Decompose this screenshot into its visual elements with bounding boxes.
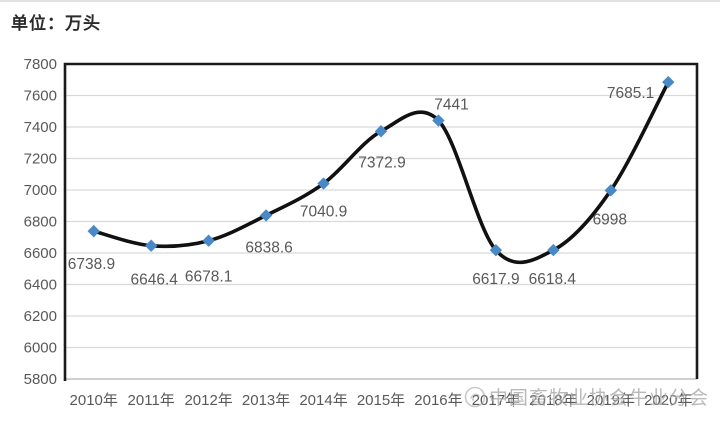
data-point-marker: [374, 125, 388, 138]
y-axis-tick-label: 7200: [24, 151, 57, 168]
data-point-marker: [432, 114, 445, 127]
data-label: 6617.9: [472, 271, 519, 288]
data-point-marker: [259, 209, 273, 222]
series-line: [91, 80, 671, 265]
data-point-marker: [144, 239, 158, 252]
data-label: 6646.4: [130, 272, 178, 289]
data-point-marker: [202, 234, 215, 247]
x-axis-tick-label: 2015年: [357, 392, 405, 409]
data-label: 6998: [593, 211, 627, 228]
data-label: 7441: [434, 97, 468, 114]
x-axis-tick-label: 2013年: [242, 392, 290, 409]
data-point-marker: [662, 75, 675, 89]
x-axis-tick-label: 2010年: [70, 392, 118, 409]
data-point-marker: [604, 184, 618, 197]
x-axis-tick-label: 2020年: [644, 392, 692, 409]
y-axis-tick-label: 5800: [24, 371, 57, 388]
data-label: 6738.9: [68, 256, 115, 273]
unit-label: 单位：万头: [11, 14, 101, 34]
y-axis-tick-label: 7600: [24, 88, 57, 105]
data-point-marker: [87, 224, 100, 238]
x-axis-tick-label: 2019年: [587, 392, 635, 409]
plot-border: [63, 62, 699, 381]
data-label: 7372.9: [358, 154, 405, 171]
y-axis-tick-label: 6600: [24, 245, 57, 262]
x-axis-tick-label: 2018年: [529, 392, 577, 409]
x-axis-tick-label: 2012年: [184, 392, 232, 409]
y-axis-tick-label: 7400: [24, 119, 57, 136]
x-axis-tick-label: 2017年: [472, 392, 520, 409]
x-axis-tick-label: 2011年: [128, 392, 175, 409]
y-axis-tick-label: 6000: [24, 340, 57, 357]
y-axis-tick-label: 6400: [24, 277, 57, 294]
y-axis-tick-label: 6200: [24, 308, 57, 325]
data-label: 7685.1: [607, 85, 654, 102]
x-axis-tick-label: 2016年: [414, 392, 462, 409]
data-label: 7040.9: [300, 204, 347, 221]
x-axis-tick-label: 2014年: [299, 392, 347, 409]
data-label: 6838.6: [245, 239, 292, 256]
y-axis-tick-label: 7800: [24, 56, 57, 73]
data-point-marker: [547, 243, 560, 257]
data-point-marker: [489, 243, 503, 257]
data-point-marker: [317, 177, 330, 190]
y-axis-tick-label: 7000: [24, 182, 57, 199]
y-axis-tick-label: 6800: [24, 214, 57, 231]
data-label: 6678.1: [185, 269, 232, 286]
data-label: 6618.4: [529, 271, 577, 288]
